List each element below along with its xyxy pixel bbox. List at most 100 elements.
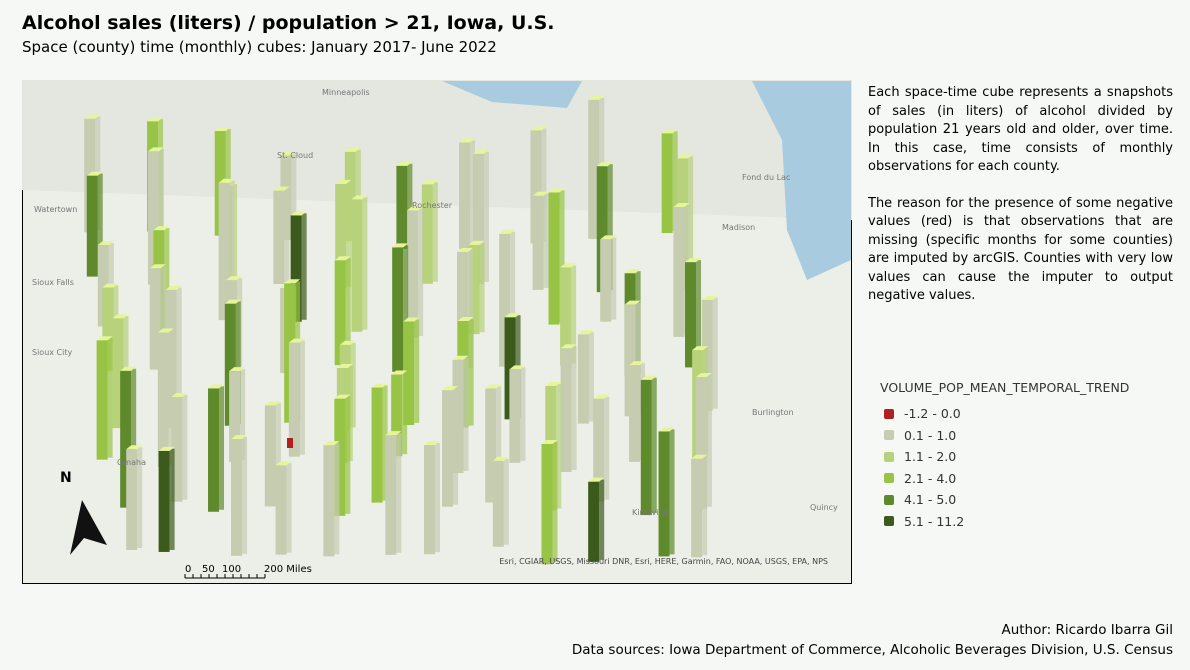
cube-side [435,442,441,553]
cube-side [275,403,281,505]
cube-side [169,448,175,550]
cube-front [661,133,673,234]
cube-side [407,163,413,247]
cube-side [496,386,502,501]
cube-front [264,405,276,507]
place-label: Madison [722,223,755,232]
cube-top [677,154,694,159]
cube-side [402,372,408,455]
cube-top [231,434,248,439]
cube-top [468,240,485,245]
cube-side [543,193,549,288]
cube-top [472,149,489,154]
cube-side [403,245,409,370]
cube-front [391,374,403,457]
cube-front [588,481,600,562]
cube-top [157,328,174,333]
cube-side [696,260,702,366]
cube-side [182,394,188,500]
cube-top [264,401,281,406]
cube-top [407,206,424,211]
cube-top [288,338,305,343]
cube-top [624,269,641,274]
cube-top [492,456,509,461]
legend-item: 2.1 - 4.0 [880,468,1129,490]
cube-front [421,184,433,284]
cube-side [414,319,420,424]
cube-top [275,461,292,466]
cube-top [323,441,340,446]
scale-label: 50 [202,564,215,575]
cube-side [552,441,558,563]
legend-label: 0.1 - 1.0 [904,427,957,443]
cube-side [97,173,103,275]
cube-side [651,377,657,514]
cube-side [345,396,351,514]
cube-side [556,383,562,509]
legend-swatch [884,494,894,505]
cube-side [559,190,565,323]
cube-front [275,465,287,555]
cube-front [102,287,114,371]
cube-front [468,244,480,335]
attribution: Esri, CGIAR, USGS, Missouri DNR, Esri, H… [499,557,828,566]
scale-bar: 0 50 100 200 Miles [184,564,312,579]
cube-front [126,449,138,550]
cube-top [149,264,166,269]
cube-top [218,178,235,183]
legend-title: VOLUME_POP_MEAN_TEMPORAL_TREND [880,380,1130,395]
cube-top [560,263,577,268]
place-label: Burlington [752,408,794,417]
cube-side [479,242,485,333]
cube-top [541,439,558,444]
cube-top [560,344,577,349]
scale-label: 200 Miles [264,564,312,575]
cube-side [468,250,474,369]
cube-front [407,210,419,338]
place-label: Kirksville [632,508,668,517]
cube-front [335,183,347,289]
cube-top [530,126,547,131]
cube-top [600,235,617,240]
cube-front [504,317,516,420]
place-label: St. Cloud [277,151,313,160]
place-label: Watertown [34,205,77,214]
cube-top [499,229,516,234]
legend-swatch [884,430,894,441]
legend-items: -1.2 - 0.0 0.1 - 1.0 1.1 - 2.0 2.1 - 4.0 4.1… [880,403,1129,532]
cube-front [424,444,436,555]
cube-top [147,147,164,152]
cube-front [351,199,363,332]
cube-top [392,243,409,248]
legend-label: 2.1 - 4.0 [904,470,957,486]
cube-side [334,443,340,555]
cube-top [442,386,459,391]
cube-top [701,295,718,300]
cube-front [673,207,685,337]
cube-top [692,346,709,351]
cube-top [588,477,605,482]
legend-item: 0.1 - 1.0 [880,425,1129,447]
cube-top [509,365,526,370]
cube-side [350,342,356,428]
cube-top [548,188,565,193]
cube-side [503,458,509,545]
cube-top [624,300,641,305]
cube-side [107,338,113,458]
cube-side [463,357,469,472]
cube-front [624,304,636,417]
north-arrow [70,500,107,555]
cube-top [396,161,413,166]
cube-front [593,398,605,502]
place-label: Omaha [117,458,146,467]
cube-side [611,237,617,320]
cube-front [457,252,469,371]
cube-side [604,396,610,500]
place-label: Rochester [412,201,453,210]
cube-side [712,297,718,409]
lake [752,81,851,280]
cube-top [457,317,474,322]
cube-top [229,367,246,372]
cube-side [588,332,594,422]
cube-top [102,283,119,288]
